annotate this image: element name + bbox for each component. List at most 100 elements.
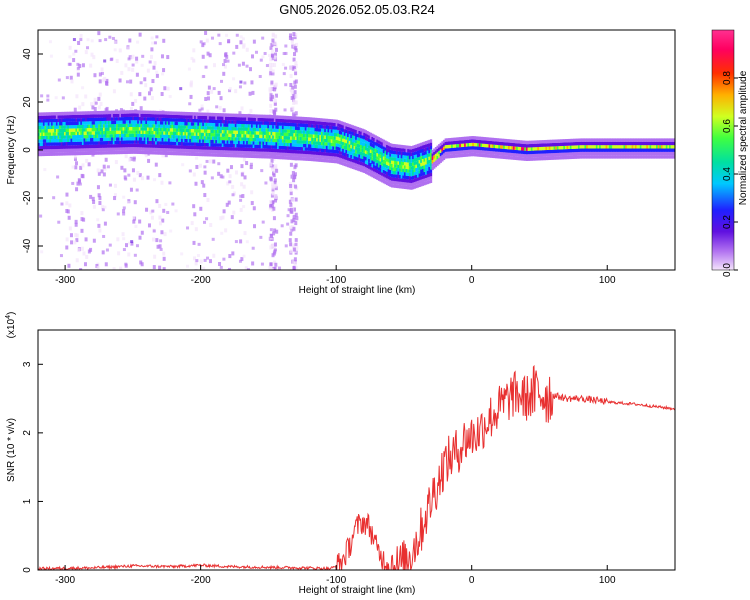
- heat-cell: [345, 139, 348, 144]
- heat-cell: [428, 180, 431, 184]
- heat-cell: [238, 123, 241, 128]
- heat-cell: [364, 130, 368, 134]
- heat-cell: [573, 152, 576, 156]
- heat-cell: [38, 149, 41, 153]
- heat-cell: [247, 127, 251, 131]
- heat-cell: [288, 153, 291, 157]
- heat-cell: [314, 144, 317, 149]
- heat-cell: [215, 129, 218, 134]
- heat-cell: [420, 183, 423, 187]
- heat-cell: [410, 159, 413, 163]
- heat-cell: [491, 144, 494, 148]
- heat-cell: [145, 140, 148, 145]
- heat-cell: [99, 114, 103, 118]
- heat-cell: [652, 151, 655, 156]
- heat-cell: [277, 155, 280, 160]
- heat-cell: [433, 161, 436, 166]
- heat-cell: [71, 181, 75, 185]
- heat-cell: [150, 147, 153, 152]
- heat-cell: [197, 129, 200, 133]
- heat-cell: [268, 141, 272, 146]
- heat-cell: [83, 151, 86, 156]
- heat-cell: [582, 138, 586, 142]
- heat-cell: [55, 142, 59, 146]
- heat-cell: [358, 130, 361, 135]
- heat-cell: [190, 128, 194, 133]
- heat-cell: [106, 165, 110, 169]
- heat-cell: [293, 143, 296, 147]
- heat-cell: [227, 40, 231, 44]
- heat-cell: [280, 149, 283, 153]
- heat-cell: [429, 139, 433, 143]
- heat-cell: [67, 115, 70, 119]
- heat-cell: [633, 151, 636, 156]
- heat-cell: [176, 131, 179, 136]
- heat-cell: [594, 141, 597, 146]
- heat-cell: [577, 148, 581, 152]
- heat-cell: [425, 140, 428, 145]
- heat-cell: [381, 162, 384, 166]
- heat-cell: [353, 152, 356, 157]
- heat-cell: [140, 140, 143, 144]
- heat-cell: [90, 52, 94, 57]
- heat-cell: [522, 147, 525, 151]
- heat-cell: [538, 146, 542, 151]
- heat-cell: [392, 147, 395, 151]
- heat-cell: [98, 137, 101, 142]
- heat-cell: [119, 144, 122, 148]
- heat-cell: [202, 119, 205, 123]
- heat-cell: [377, 170, 381, 175]
- heat-cell: [347, 133, 350, 137]
- heat-cell: [410, 172, 413, 177]
- heat-cell: [376, 169, 379, 174]
- heat-cell: [212, 136, 215, 140]
- heat-cell: [111, 36, 115, 40]
- heat-cell: [382, 169, 385, 174]
- heat-cell: [503, 155, 506, 159]
- heat-cell: [347, 153, 350, 158]
- heat-cell: [166, 114, 169, 119]
- heat-cell: [202, 183, 206, 188]
- heat-cell: [203, 136, 207, 140]
- heat-cell: [112, 120, 116, 125]
- heat-cell: [270, 121, 273, 126]
- heat-cell: [86, 144, 89, 149]
- heat-cell: [85, 138, 88, 142]
- heat-cell: [231, 127, 234, 131]
- heat-cell: [75, 138, 78, 142]
- heat-cell: [145, 144, 148, 148]
- heat-cell: [286, 156, 290, 160]
- heat-cell: [512, 139, 516, 144]
- heat-cell: [303, 153, 306, 158]
- heat-cell: [230, 215, 234, 220]
- heat-cell: [38, 122, 41, 126]
- heat-cell: [449, 151, 452, 155]
- heat-cell: [117, 113, 120, 118]
- heat-cell: [345, 143, 348, 147]
- heat-cell: [116, 127, 119, 131]
- heat-cell: [143, 150, 146, 155]
- heat-cell: [149, 210, 153, 215]
- heat-cell: [39, 115, 42, 120]
- heat-cell: [644, 148, 647, 152]
- heat-cell: [273, 178, 277, 183]
- heat-cell: [239, 127, 242, 131]
- heat-cell: [90, 111, 93, 115]
- heat-cell: [423, 148, 426, 152]
- heat-cell: [234, 143, 237, 148]
- heat-cell: [465, 143, 468, 147]
- heat-cell: [444, 151, 447, 156]
- heat-cell: [156, 121, 159, 125]
- heat-cell: [322, 121, 325, 126]
- heat-cell: [213, 149, 216, 154]
- heat-cell: [122, 123, 125, 128]
- heat-cell: [96, 141, 99, 145]
- heat-cell: [197, 139, 200, 143]
- heat-cell: [286, 115, 290, 120]
- heat-cell: [101, 110, 104, 115]
- heat-cell: [410, 186, 413, 190]
- heat-cell: [425, 177, 428, 182]
- heat-cell: [540, 140, 543, 144]
- heat-cell: [400, 181, 403, 186]
- heat-cell: [146, 113, 150, 118]
